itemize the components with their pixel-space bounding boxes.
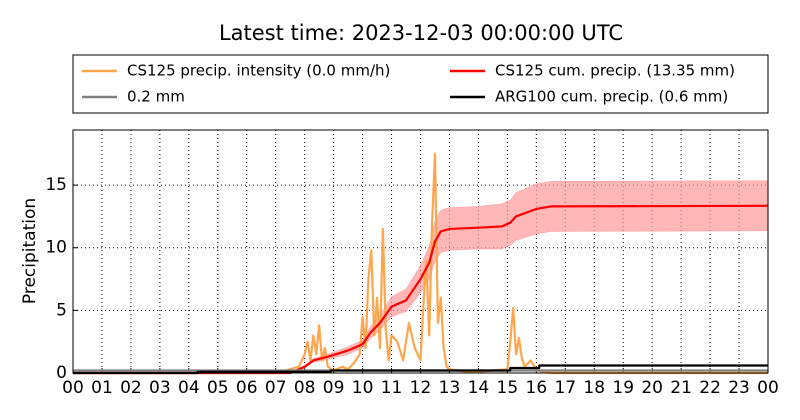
x-tick-label: 04 [178, 378, 200, 398]
x-tick-label: 07 [265, 378, 287, 398]
x-tick-label: 11 [381, 378, 403, 398]
y-tick-label: 0 [56, 363, 67, 383]
x-tick-label: 14 [468, 378, 490, 398]
x-tick-label: 00 [62, 378, 84, 398]
x-tick-label: 23 [728, 378, 750, 398]
legend-label: CS125 cum. precip. (13.35 mm) [495, 62, 735, 80]
legend-label: ARG100 cum. precip. (0.6 mm) [495, 88, 728, 106]
y-tick-label: 5 [56, 300, 67, 320]
legend-box [72, 54, 769, 114]
x-tick-label: 05 [207, 378, 229, 398]
x-tick-label: 02 [120, 378, 142, 398]
x-tick-label: 17 [554, 378, 576, 398]
x-tick-label: 20 [641, 378, 663, 398]
legend-label: 0.2 mm [127, 88, 185, 106]
legend-label: CS125 precip. intensity (0.0 mm/h) [127, 62, 390, 80]
chart-title: Latest time: 2023-12-03 00:00:00 UTC [219, 21, 623, 45]
x-tick-label: 21 [670, 378, 692, 398]
x-tick-label: 15 [497, 378, 519, 398]
series-line [73, 152, 768, 375]
y-axis-label: Precipitation [20, 198, 40, 304]
x-tick-label: 06 [236, 378, 258, 398]
x-tick-label: 10 [352, 378, 374, 398]
x-tick-label: 03 [149, 378, 171, 398]
x-tick-label: 13 [439, 378, 461, 398]
x-tick-label: 18 [583, 378, 605, 398]
x-tick-label: 01 [91, 378, 113, 398]
x-tick-label: 19 [612, 378, 634, 398]
x-tick-label: 16 [526, 378, 548, 398]
plot-frame [72, 129, 769, 374]
series-line [73, 364, 768, 375]
x-tick-label: 12 [410, 378, 432, 398]
x-tick-label: 08 [294, 378, 316, 398]
y-tick-label: 10 [45, 238, 67, 258]
series-line [73, 204, 769, 375]
x-tick-label: 09 [323, 378, 345, 398]
x-tick-label: 00 [757, 378, 779, 398]
y-tick-label: 15 [45, 175, 67, 195]
x-tick-label: 22 [699, 378, 721, 398]
